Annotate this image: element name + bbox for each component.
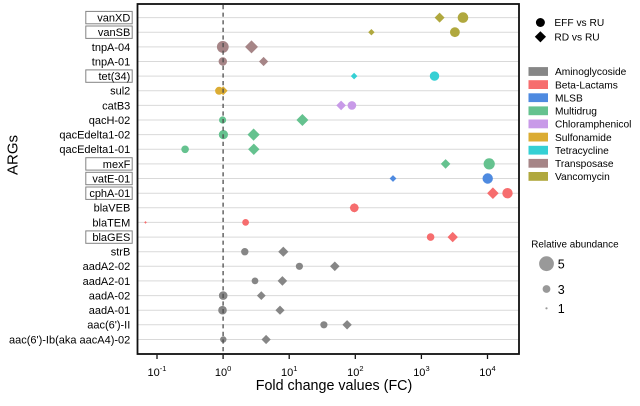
svg-text:ARGs: ARGs [5, 135, 22, 175]
svg-text:Sulfonamide: Sulfonamide [555, 133, 612, 144]
svg-text:vanXD: vanXD [97, 13, 130, 25]
svg-text:vatE-01: vatE-01 [92, 173, 130, 185]
svg-text:EFF vs RU: EFF vs RU [554, 18, 604, 29]
svg-text:Chloramphenicol: Chloramphenicol [555, 120, 631, 131]
svg-text:3: 3 [558, 283, 565, 297]
svg-text:5: 5 [558, 258, 565, 272]
svg-text:tnpA-01: tnpA-01 [92, 56, 131, 68]
svg-text:aadA2-01: aadA2-01 [83, 276, 131, 288]
svg-text:aac(6')-II: aac(6')-II [87, 320, 130, 332]
svg-text:Relative abundance: Relative abundance [531, 240, 619, 251]
svg-text:qacEdelta1-01: qacEdelta1-01 [59, 144, 130, 156]
svg-text:Aminoglycoside: Aminoglycoside [555, 67, 627, 78]
svg-text:strB: strB [111, 247, 131, 259]
svg-text:blaGES: blaGES [92, 232, 130, 244]
svg-text:tet(34): tet(34) [99, 71, 131, 83]
svg-text:1: 1 [558, 302, 565, 316]
svg-text:mexF: mexF [103, 159, 131, 171]
svg-text:Tetracycline: Tetracycline [555, 146, 609, 157]
svg-text:Multidrug: Multidrug [555, 107, 597, 118]
svg-text:cphA-01: cphA-01 [89, 188, 130, 200]
svg-text:Beta-Lactams: Beta-Lactams [555, 80, 618, 91]
svg-text:RD vs RU: RD vs RU [554, 33, 599, 44]
svg-text:Transposase: Transposase [555, 159, 614, 170]
svg-text:Vancomycin: Vancomycin [555, 172, 610, 183]
svg-text:vanSB: vanSB [98, 27, 130, 39]
svg-text:qacEdelta1-02: qacEdelta1-02 [59, 130, 130, 142]
svg-text:blaTEM: blaTEM [92, 217, 130, 229]
svg-text:qacH-02: qacH-02 [89, 115, 131, 127]
svg-text:blaVEB: blaVEB [94, 203, 131, 215]
svg-text:tnpA-04: tnpA-04 [92, 42, 131, 54]
svg-text:catB3: catB3 [102, 100, 130, 112]
svg-text:aac(6')-Ib(aka aacA4)-02: aac(6')-Ib(aka aacA4)-02 [9, 334, 130, 346]
svg-text:aadA2-02: aadA2-02 [83, 261, 131, 273]
svg-text:aadA-02: aadA-02 [89, 291, 131, 303]
svg-text:Fold change values (FC): Fold change values (FC) [256, 378, 413, 394]
svg-text:MLSB: MLSB [555, 93, 583, 104]
svg-text:sul2: sul2 [110, 86, 130, 98]
svg-text:aadA-01: aadA-01 [89, 305, 131, 317]
